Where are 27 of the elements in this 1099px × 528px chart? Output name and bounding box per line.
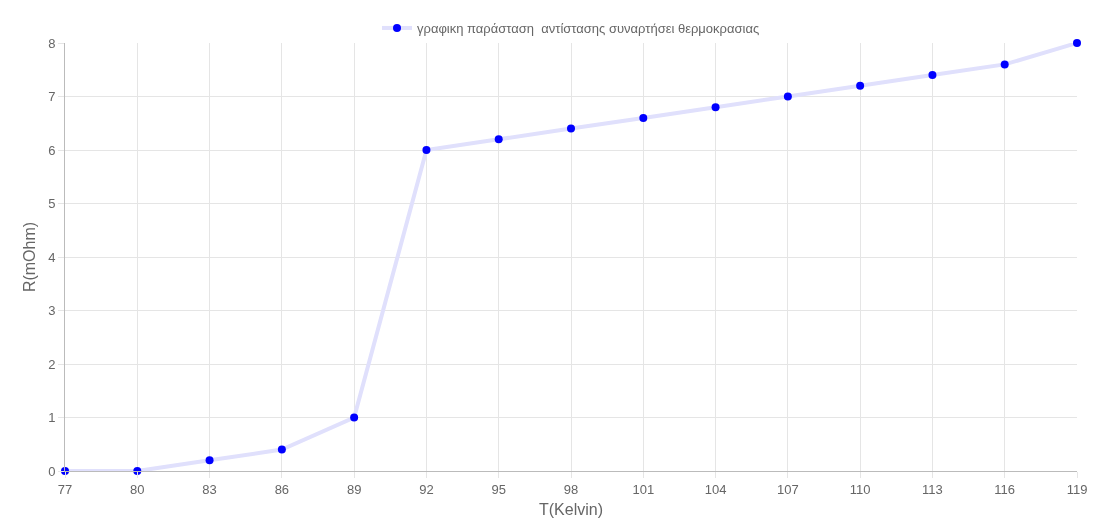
x-tick-label: 92 (419, 481, 434, 497)
y-tick-label: 8 (48, 35, 56, 51)
y-tick-label: 5 (48, 196, 56, 212)
x-tick-label: 113 (922, 481, 943, 497)
y-tick-label: 3 (48, 303, 56, 319)
x-tick-label: 119 (1066, 481, 1088, 497)
x-tick-label: 80 (130, 481, 145, 497)
x-tick-label: 86 (274, 481, 290, 497)
x-tick-label: 98 (563, 481, 579, 497)
y-tick-label: 7 (48, 89, 56, 105)
x-tick-label: 77 (57, 481, 73, 497)
x-tick-label: 116 (994, 481, 1016, 497)
x-tick-label: 95 (491, 481, 506, 497)
x-tick-label: 104 (704, 481, 727, 497)
x-tick-label: 107 (777, 481, 799, 497)
x-tick-label: 83 (202, 481, 217, 497)
y-tick-label: 2 (48, 356, 56, 372)
y-axis-title: R(mOhm) (21, 221, 39, 293)
x-tick-label: 110 (849, 481, 871, 497)
x-tick-label: 89 (346, 481, 362, 497)
x-axis-title: T(Kelvin) (538, 501, 604, 519)
x-tick-label: 101 (632, 481, 655, 497)
y-tick-label: 6 (48, 142, 56, 158)
y-tick-label: 1 (48, 410, 56, 426)
y-tick-label: 0 (48, 463, 56, 479)
legend-label: γραφικη παράσταση αντίστασης συναρτήσει θερμοκρασιας (417, 21, 760, 37)
y-tick-label: 4 (48, 249, 56, 265)
